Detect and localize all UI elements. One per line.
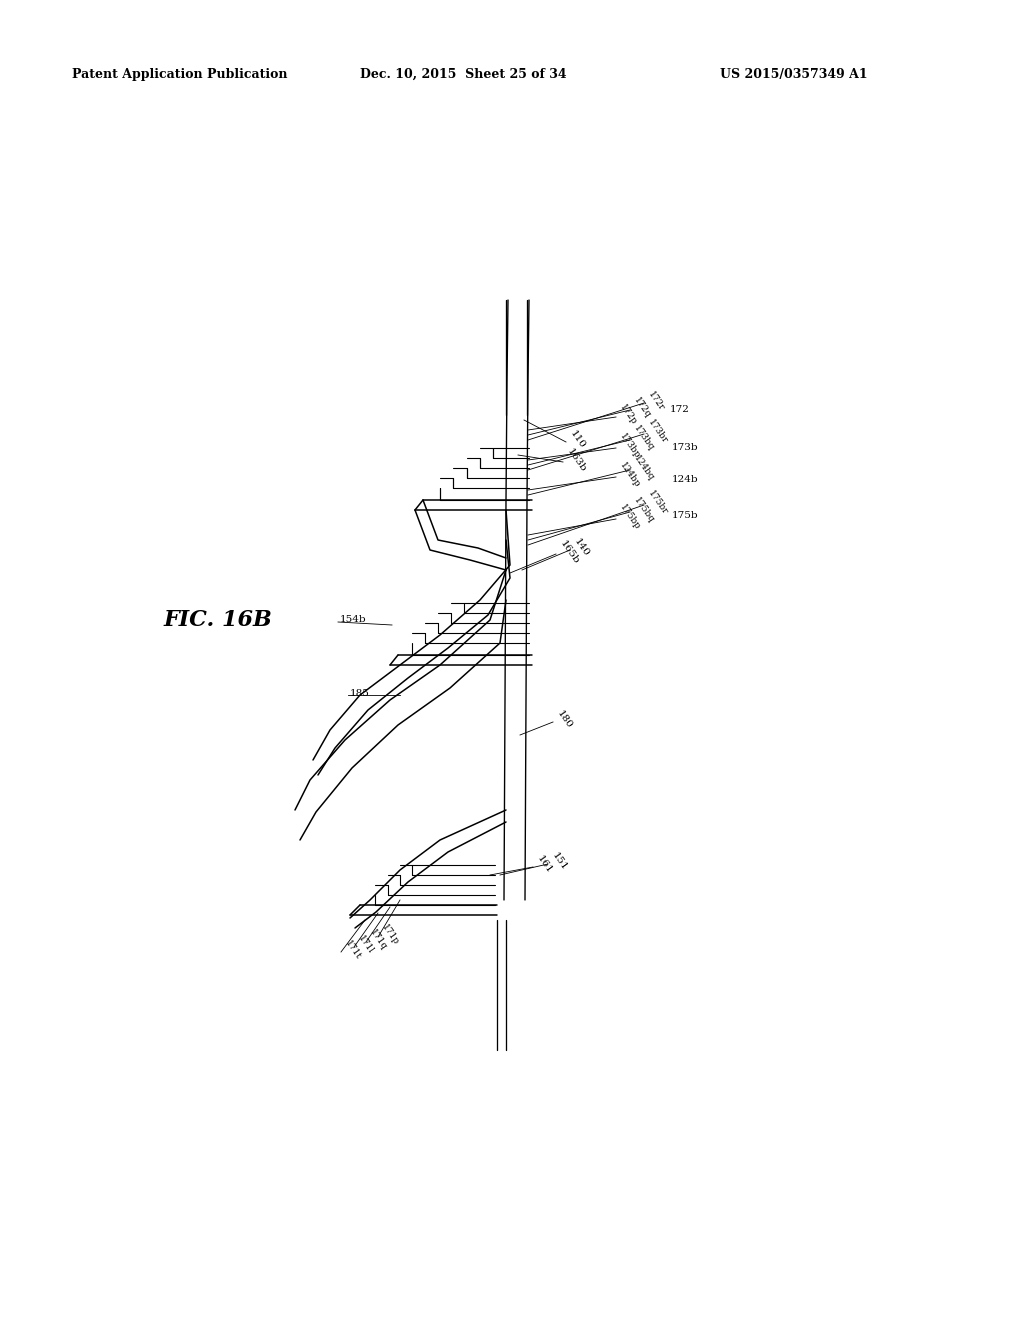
Text: 171t: 171t xyxy=(343,939,362,961)
Text: 161: 161 xyxy=(535,854,554,875)
Text: 173b: 173b xyxy=(672,444,698,453)
Text: 175bq: 175bq xyxy=(632,495,656,524)
Text: 172: 172 xyxy=(670,405,690,414)
Text: 180: 180 xyxy=(555,709,573,731)
Text: 185: 185 xyxy=(350,689,370,697)
Text: 175b: 175b xyxy=(672,511,698,520)
Text: Patent Application Publication: Patent Application Publication xyxy=(72,69,288,81)
Text: 175br: 175br xyxy=(646,490,669,517)
Text: 165b: 165b xyxy=(558,539,581,565)
Text: 171q: 171q xyxy=(368,928,388,952)
Text: FIC. 16B: FIC. 16B xyxy=(164,609,272,631)
Text: 124bp: 124bp xyxy=(618,461,642,490)
Text: 171p: 171p xyxy=(380,923,400,946)
Text: 110: 110 xyxy=(568,429,587,450)
Text: 171l: 171l xyxy=(356,935,375,956)
Text: 124bq: 124bq xyxy=(632,454,655,482)
Text: Dec. 10, 2015  Sheet 25 of 34: Dec. 10, 2015 Sheet 25 of 34 xyxy=(360,69,566,81)
Text: 173bq: 173bq xyxy=(632,424,655,453)
Text: 172r: 172r xyxy=(646,389,666,412)
Text: 140: 140 xyxy=(572,537,591,558)
Text: US 2015/0357349 A1: US 2015/0357349 A1 xyxy=(720,69,867,81)
Text: 175bp: 175bp xyxy=(618,503,642,532)
Text: 172q: 172q xyxy=(632,396,652,420)
Text: 172p: 172p xyxy=(618,403,639,426)
Text: 173br: 173br xyxy=(646,418,669,446)
Text: 154b: 154b xyxy=(340,615,367,624)
Text: 173bp: 173bp xyxy=(618,432,642,461)
Text: 124b: 124b xyxy=(672,475,698,484)
Text: 163b: 163b xyxy=(565,446,588,474)
Text: 151: 151 xyxy=(550,851,568,873)
